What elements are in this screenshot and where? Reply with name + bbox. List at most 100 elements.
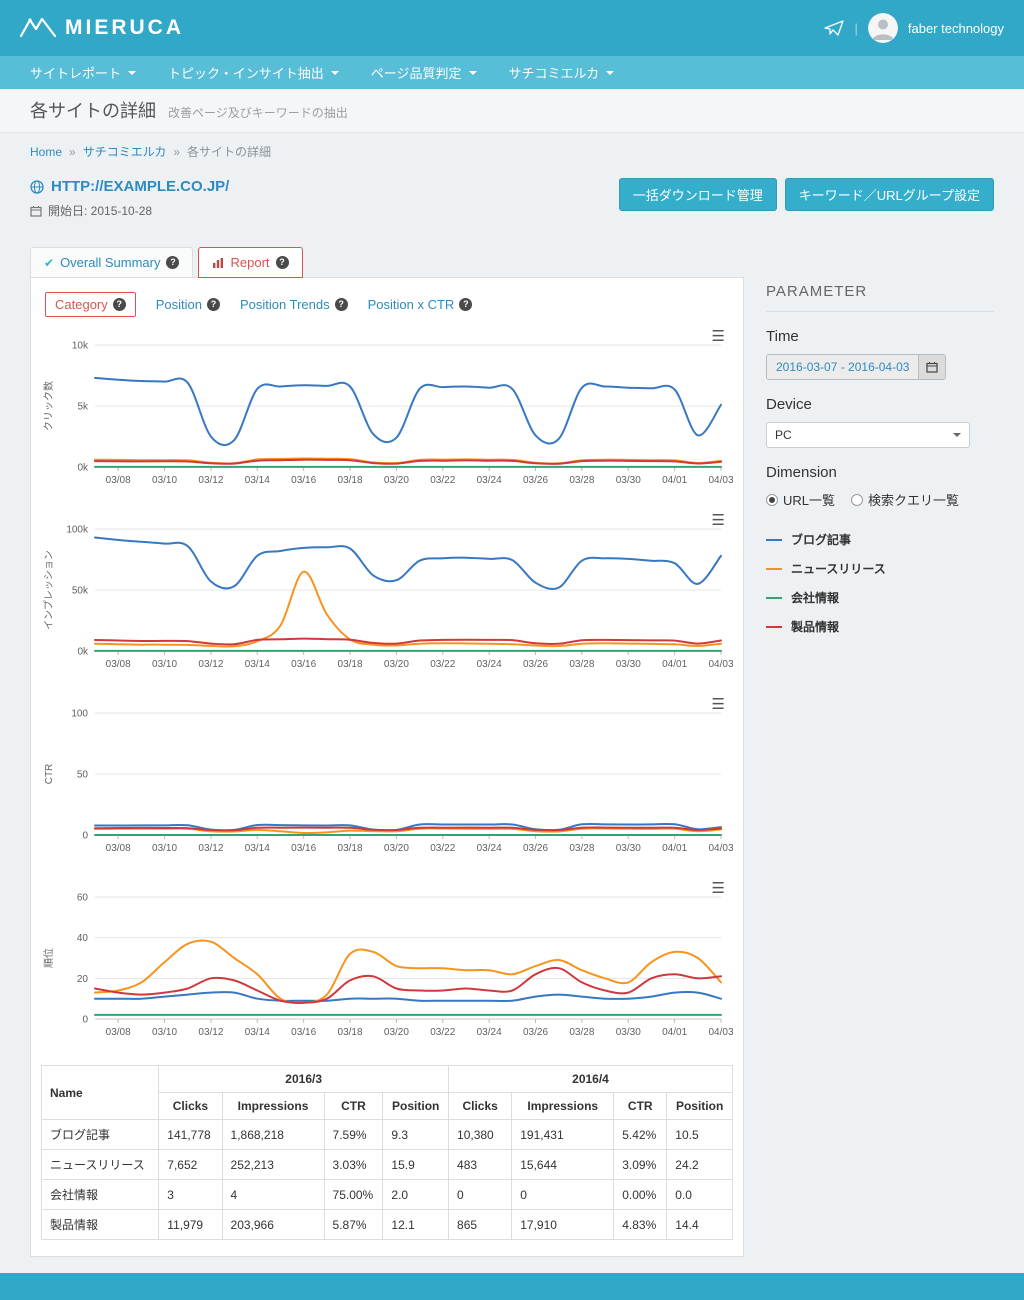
device-select-value: PC (775, 428, 792, 442)
svg-text:03/14: 03/14 (245, 843, 270, 854)
svg-text:03/26: 03/26 (523, 475, 548, 486)
brand-name: MIERUCA (65, 16, 184, 40)
parameter-heading: PARAMETER (766, 283, 994, 312)
chevron-down-icon (331, 71, 339, 75)
breadcrumb-separator: » (173, 145, 180, 159)
time-range-value[interactable]: 2016-03-07 - 2016-04-03 (767, 355, 918, 379)
impressions-chart-canvas: 0k50k100k03/0803/1003/1203/1403/1603/180… (41, 513, 733, 685)
help-icon[interactable]: ? (113, 298, 126, 311)
site-url-link[interactable]: HTTP://EXAMPLE.CO.JP/ (30, 178, 229, 195)
calendar-button[interactable] (918, 355, 945, 379)
svg-text:20: 20 (77, 974, 89, 985)
svg-text:03/20: 03/20 (384, 475, 409, 486)
svg-text:0k: 0k (77, 647, 89, 658)
keyword-url-group-button[interactable]: キーワード／URLグループ設定 (785, 178, 994, 211)
breadcrumb-section[interactable]: サチコミエルカ (83, 143, 167, 160)
subtab-position-x-ctr[interactable]: Position x CTR ? (368, 297, 473, 312)
svg-text:100: 100 (71, 709, 88, 720)
legend-item[interactable]: 製品情報 (766, 618, 994, 635)
table-cell-name: ニュースリリース (42, 1150, 159, 1180)
svg-text:03/22: 03/22 (430, 475, 455, 486)
help-icon[interactable]: ? (276, 256, 289, 269)
legend-swatch-icon (766, 539, 782, 541)
legend-swatch-icon (766, 568, 782, 570)
table-cell: 4 (222, 1180, 324, 1210)
table-header-metric: CTR (324, 1093, 383, 1120)
svg-text:04/03: 04/03 (708, 843, 733, 854)
chart-menu-icon[interactable]: ☰ (712, 513, 725, 528)
chart-menu-icon[interactable]: ☰ (712, 329, 725, 344)
table-row: ニュースリリース7,652252,2133.03%15.948315,6443.… (42, 1150, 733, 1180)
svg-text:03/30: 03/30 (616, 659, 641, 670)
nav-item-topic-insight[interactable]: トピック・インサイト抽出 (152, 56, 355, 89)
legend-label: ブログ記事 (791, 531, 851, 548)
tab-overall-summary[interactable]: ✔ Overall Summary ? (30, 247, 193, 277)
svg-text:03/08: 03/08 (106, 659, 131, 670)
table-header-metric: Impressions (512, 1093, 614, 1120)
svg-text:03/16: 03/16 (291, 659, 316, 670)
legend-item[interactable]: ブログ記事 (766, 531, 994, 548)
chart-menu-icon[interactable]: ☰ (712, 697, 725, 712)
svg-text:03/22: 03/22 (430, 1027, 455, 1038)
svg-text:03/14: 03/14 (245, 659, 270, 670)
help-icon[interactable]: ? (166, 256, 179, 269)
table-cell: 15,644 (512, 1150, 614, 1180)
table-cell: 203,966 (222, 1210, 324, 1240)
help-icon[interactable]: ? (207, 298, 220, 311)
table-cell: 2.0 (383, 1180, 449, 1210)
nav-item-site-report[interactable]: サイトレポート (14, 56, 152, 89)
table-header-metric: Clicks (159, 1093, 222, 1120)
radio-search-query-list[interactable]: 検索クエリ一覧 (851, 490, 959, 509)
nav-item-sachiko-mieruca[interactable]: サチコミエルカ (493, 56, 631, 89)
parameter-panel: PARAMETER Time 2016-03-07 - 2016-04-03 D… (766, 235, 994, 635)
svg-text:04/03: 04/03 (708, 659, 733, 670)
tab-report[interactable]: Report ? (198, 247, 302, 278)
send-icon[interactable] (824, 20, 844, 36)
svg-text:インプレッション: インプレッション (43, 550, 55, 630)
subtab-position-trends[interactable]: Position Trends ? (240, 297, 348, 312)
svg-text:CTR: CTR (44, 764, 55, 785)
svg-text:0: 0 (82, 831, 88, 842)
svg-text:04/03: 04/03 (708, 1027, 733, 1038)
radio-url-list[interactable]: URL一覧 (766, 490, 835, 509)
legend-item[interactable]: 会社情報 (766, 589, 994, 606)
help-icon[interactable]: ? (335, 298, 348, 311)
bulk-download-button[interactable]: 一括ダウンロード管理 (619, 178, 777, 211)
nav-item-page-quality[interactable]: ページ品質判定 (355, 56, 493, 89)
mieruca-logo-icon (20, 16, 56, 40)
page-title: 各サイトの詳細 (30, 97, 156, 123)
svg-text:03/10: 03/10 (152, 1027, 177, 1038)
radio-icon[interactable] (851, 494, 863, 506)
svg-text:03/24: 03/24 (477, 1027, 502, 1038)
svg-text:03/12: 03/12 (198, 1027, 223, 1038)
table-cell: 12.1 (383, 1210, 449, 1240)
table-cell: 17,910 (512, 1210, 614, 1240)
chart-menu-icon[interactable]: ☰ (712, 881, 725, 896)
table-cell: 252,213 (222, 1150, 324, 1180)
radio-label: 検索クエリ一覧 (868, 490, 959, 509)
table-cell: 10,380 (449, 1120, 512, 1150)
svg-text:03/12: 03/12 (198, 475, 223, 486)
svg-text:03/20: 03/20 (384, 659, 409, 670)
table-row: 会社情報3475.00%2.0000.00%0.0 (42, 1180, 733, 1210)
subtab-category[interactable]: Category ? (45, 292, 136, 317)
legend-item[interactable]: ニュースリリース (766, 560, 994, 577)
dimension-label: Dimension (766, 464, 994, 481)
breadcrumb-home[interactable]: Home (30, 145, 62, 159)
time-range-picker[interactable]: 2016-03-07 - 2016-04-03 (766, 354, 946, 380)
svg-text:04/03: 04/03 (708, 475, 733, 486)
table-row: ブログ記事141,7781,868,2187.59%9.310,380191,4… (42, 1120, 733, 1150)
table-cell: 9.3 (383, 1120, 449, 1150)
svg-text:03/10: 03/10 (152, 843, 177, 854)
bar-chart-icon (212, 257, 224, 269)
device-label: Device (766, 396, 994, 413)
account-name[interactable]: faber technology (908, 21, 1004, 36)
subtab-position[interactable]: Position ? (156, 297, 220, 312)
clicks-chart-canvas: 0k5k10k03/0803/1003/1203/1403/1603/1803/… (41, 329, 733, 501)
table-cell: 0.00% (614, 1180, 667, 1210)
device-select[interactable]: PC (766, 422, 970, 448)
avatar[interactable] (868, 13, 898, 43)
table-header-month: 2016/4 (449, 1066, 733, 1093)
help-icon[interactable]: ? (459, 298, 472, 311)
radio-icon[interactable] (766, 494, 778, 506)
